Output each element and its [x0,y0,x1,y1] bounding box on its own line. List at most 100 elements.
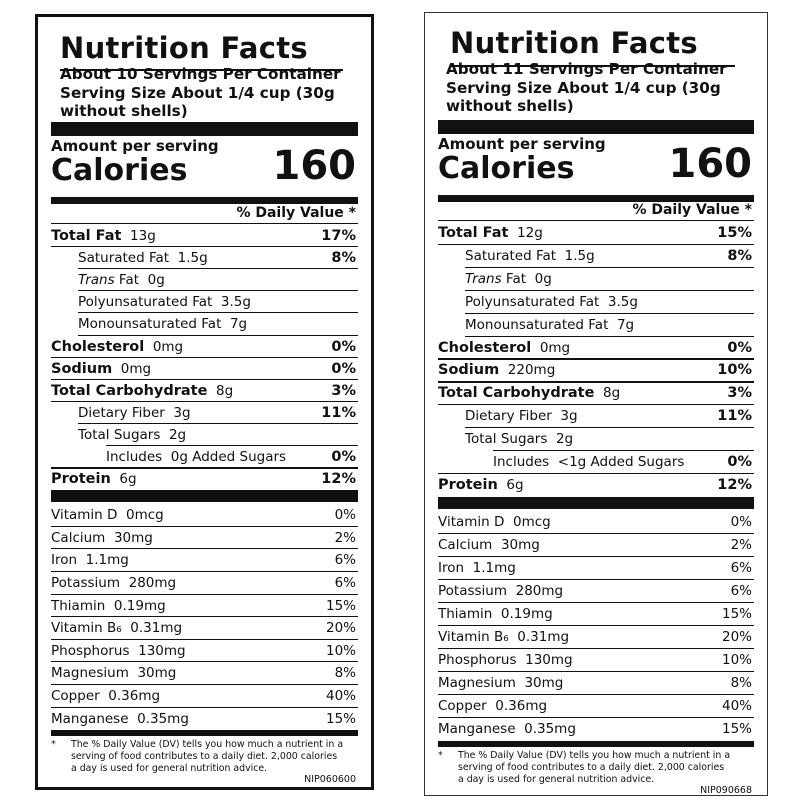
row-divider [51,400,358,402]
row-divider [438,472,754,475]
vitamin-daily-value: 20% [721,628,752,645]
vitamin-row: Potassium 280mg 6% [438,580,754,603]
thick-divider [438,120,754,134]
nutrient-row: Monounsaturated Fat 7g [78,313,358,336]
row-divider [51,706,358,708]
row-divider [465,335,754,337]
vitamin-amount: 280mg [128,575,177,591]
row-divider [51,378,358,381]
nutrient-name-bold: Protein [51,471,111,488]
vitamin-name: Iron [438,559,465,576]
nutrient-amount: 3.5g [220,294,251,311]
nutrient-name: Includes 0g Added Sugars [106,449,286,465]
vitamin-daily-value: 2% [334,529,356,546]
vitamin-name: Thiamin [438,605,493,622]
vitamin-row: Manganese 0.35mg 15% [51,708,358,731]
nutrient-name-text: Monounsaturated Fat [78,316,222,333]
nutrient-name-bold: Sodium [438,362,500,379]
footnote-text: The % Daily Value (DV) tells you how muc… [71,739,344,751]
nutrient-amount: 0g [147,272,165,289]
calories-value: 160 [668,141,753,187]
row-divider [78,290,358,292]
footnote-text: serving of food contributes to a daily d… [71,751,338,763]
nutrient-row: Total Fat 12g 15% [438,222,754,245]
nutrient-name: Total Carbohydrate 8g [51,383,233,399]
vitamin-daily-value: 15% [721,605,752,622]
nutrient-row: Total Sugars 2g [78,424,358,447]
nutrient-name-text: Saturated Fat [78,250,170,267]
vitamin-row: Copper 0.36mg 40% [51,685,358,708]
row-divider [465,266,754,268]
nutrient-name-bold: Total Fat [51,228,122,244]
vitamin-name: Vitamin B₆ [438,628,509,645]
footnote-asterisk: * [51,739,56,751]
medium-divider [438,195,754,202]
nutrient-amount: 6g [506,476,524,493]
nutrient-row: Sodium 0mg 0% [51,358,358,381]
vitamin-row: Manganese 0.35mg 15% [438,718,754,741]
nutrient-name-text: Total Sugars [465,431,548,448]
nutrient-amount: 0mg [152,338,184,355]
vitamin-daily-value: 6% [730,559,752,576]
label-code: NIP090668 [700,784,752,796]
row-divider [51,467,358,469]
nutrient-amount: 0mg [539,339,571,356]
vitamin-row: Thiamin 0.19mg 15% [438,603,754,626]
nutrient-row: Total Carbohydrate 8g 3% [438,382,754,405]
nutrient-row: Trans Fat 0g [465,268,754,291]
nutrient-daily-value: 10% [717,362,752,379]
nutrient-daily-value: 15% [717,225,752,241]
nutrient-daily-value: 0% [331,338,356,355]
vitamin-amount: 0.19mg [113,597,166,614]
row-divider [51,684,358,685]
footnote-text: a day is used for general nutrition advi… [458,773,655,785]
vitamin-name: Magnesium [438,674,516,691]
servings-per-container: About 10 Servings Per Container [60,65,341,83]
nutrient-name: Trans Fat 0g [465,271,552,287]
row-divider [438,555,754,557]
row-divider [51,571,358,572]
vitamin-row: Vitamin D 0mcg 0% [438,511,754,534]
row-divider [438,532,754,534]
serving-size-line2: without shells) [60,102,188,120]
daily-value-header: % Daily Value * [632,202,752,218]
row-divider [51,548,358,550]
vitamin-row: Magnesium 30mg 8% [51,662,358,685]
nutrient-amount: 1.5g [564,247,595,264]
serving-size-line2: without shells) [446,97,574,115]
nutrient-name: Monounsaturated Fat 7g [78,316,247,332]
nutrient-name-italic: Trans [78,272,115,289]
thick-divider [51,122,358,136]
nutrient-name-bold: Cholesterol [51,338,145,355]
serving-size-line1: Serving Size About 1/4 cup (30g [60,84,335,102]
servings-per-container: About 11 Servings Per Container [446,60,727,78]
nutrient-amount: 12g [517,225,543,241]
title-underline [450,65,735,67]
title-underline [60,69,343,71]
nutrient-name: Protein 6g [438,477,524,493]
nutrient-daily-value: 0% [331,360,356,377]
vitamin-daily-value: 15% [325,597,356,614]
vitamin-amount: 0mcg [126,507,164,524]
nutrient-daily-value: 8% [331,250,356,267]
vitamin-row: Phosphorus 130mg 10% [51,640,358,663]
row-divider [493,450,754,451]
daily-value-header: % Daily Value * [236,205,356,221]
vitamin-daily-value: 20% [325,620,356,637]
vitamin-daily-value: 2% [730,536,752,553]
nutrient-row: Monounsaturated Fat 7g [465,314,754,337]
nutrient-row: Sodium 220mg 10% [438,359,754,382]
vitamin-amount: 0.35mg [137,710,189,727]
row-divider [438,381,754,383]
row-divider [51,356,358,359]
vitamin-amount: 130mg [525,651,573,668]
nutrient-amount: 13g [130,228,156,244]
vitamin-amount: 0.36mg [495,697,548,714]
nutrient-name: Sodium 0mg [51,361,151,377]
row-divider [106,445,358,446]
nutrient-amount: 0g [534,270,552,287]
vitamin-amount: 0.19mg [500,605,553,622]
vitamin-row: Vitamin B₆ 0.31mg 20% [438,626,754,649]
nutrient-name-text: Polyunsaturated Fat [78,294,213,311]
nutrient-amount: 7g [616,316,635,333]
